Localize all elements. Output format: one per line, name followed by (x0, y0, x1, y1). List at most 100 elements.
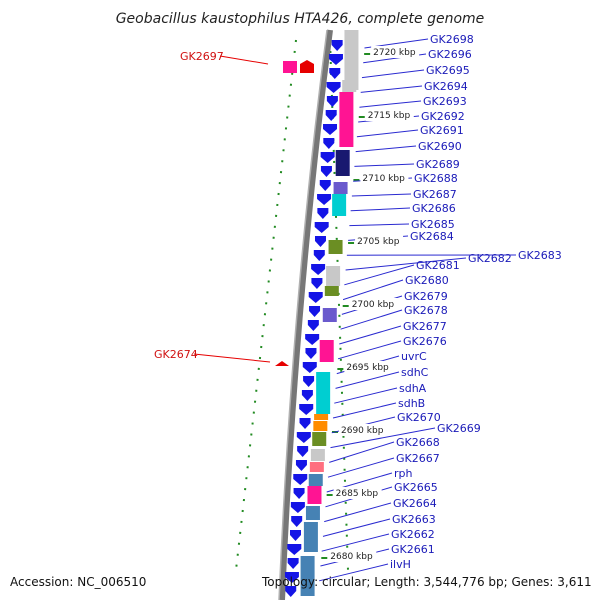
gene-label[interactable]: sdhC (401, 366, 429, 379)
cog-color-block (314, 414, 329, 420)
reverse-gene-arrow (300, 60, 314, 73)
gene-label[interactable]: GK2663 (392, 513, 436, 526)
gene-label[interactable]: GK2683 (518, 249, 562, 262)
cog-color-block (324, 286, 339, 296)
gene-label[interactable]: GK2696 (428, 48, 472, 61)
gene-label[interactable]: GK2680 (405, 274, 449, 287)
gene-label-reverse[interactable]: GK2674 (154, 348, 198, 361)
gene-leader-line (329, 441, 395, 463)
gene-label[interactable]: GK2682 (468, 252, 512, 265)
gene-label[interactable]: GK2691 (420, 124, 464, 137)
forward-gene-arrow (290, 502, 305, 513)
forward-gene-arrow (293, 488, 305, 499)
forward-gene-arrow (296, 432, 311, 443)
cog-color-block (312, 432, 327, 446)
gene-leader-line (350, 207, 411, 212)
gene-leader-line (319, 563, 389, 582)
gene-label[interactable]: GK2678 (404, 304, 448, 317)
forward-gene-arrow (303, 376, 315, 387)
gene-leader-line (361, 69, 425, 79)
cog-color-block (333, 182, 348, 194)
forward-gene-arrow (317, 208, 329, 219)
forward-gene-arrow (314, 222, 329, 233)
gene-leader-line (219, 55, 269, 65)
kbp-label: 2680 kbp (330, 552, 373, 562)
gene-label[interactable]: GK2667 (396, 452, 440, 465)
forward-gene-arrow (320, 152, 335, 163)
gene-label[interactable]: GK2690 (418, 140, 462, 153)
gene-leader-line (321, 533, 390, 552)
gene-label[interactable]: GK2661 (391, 543, 435, 556)
gene-label[interactable]: GK2689 (416, 158, 460, 171)
gene-label-reverse[interactable]: GK2697 (180, 50, 224, 63)
gene-leader-line (327, 457, 395, 478)
gene-leader-line (359, 100, 422, 108)
gene-label[interactable]: GK2665 (394, 481, 438, 494)
gene-leader-line (334, 387, 398, 404)
gene-label[interactable]: uvrC (401, 350, 427, 363)
gene-leader-line (360, 85, 423, 93)
gene-label[interactable]: GK2664 (393, 497, 437, 510)
kbp-label-background (355, 235, 404, 247)
gene-leader-line (356, 129, 419, 138)
gene-label[interactable]: GK2693 (423, 95, 467, 108)
gene-label[interactable]: GK2694 (424, 80, 468, 93)
gene-label[interactable]: GK2684 (410, 230, 454, 243)
gene-label[interactable]: sdhB (398, 397, 425, 410)
cog-color-block (344, 30, 359, 90)
gene-label[interactable]: GK2670 (397, 411, 441, 424)
gene-label[interactable]: sdhA (399, 382, 427, 395)
forward-gene-arrow (297, 446, 309, 457)
gene-label[interactable]: ilvH (390, 558, 411, 571)
gene-label[interactable]: GK2669 (437, 422, 481, 435)
kbp-label-background (344, 361, 393, 373)
gene-label[interactable]: GK2681 (416, 259, 460, 272)
forward-gene-arrow (314, 236, 326, 247)
gene-label[interactable]: GK2698 (430, 33, 474, 46)
forward-gene-arrow (326, 96, 338, 107)
forward-gene-arrow (293, 474, 308, 485)
gene-leader-line (345, 257, 467, 271)
gene-label[interactable]: GK2695 (426, 64, 470, 77)
kbp-label: 2700 kbp (352, 300, 395, 310)
forward-gene-arrow (325, 110, 337, 121)
forward-gene-arrow (320, 166, 332, 177)
gene-leader-line (355, 145, 417, 153)
kbp-label: 2685 kbp (336, 489, 379, 499)
gene-label[interactable]: GK2687 (413, 188, 457, 201)
forward-gene-arrow (290, 530, 301, 541)
gene-label[interactable]: GK2677 (403, 320, 447, 333)
cog-color-block (342, 80, 357, 92)
cog-color-block (300, 556, 315, 596)
gene-label[interactable]: GK2662 (391, 528, 435, 541)
gene-leader-line (351, 193, 412, 197)
gene-leader-line (344, 264, 415, 286)
gene-leader-line (322, 518, 391, 537)
gene-label[interactable]: GK2692 (421, 110, 465, 123)
gene-label[interactable]: GK2686 (412, 202, 456, 215)
cog-color-block (303, 522, 318, 552)
gene-leader-line (330, 427, 436, 449)
gene-label[interactable]: GK2668 (396, 436, 440, 449)
gene-label[interactable]: GK2685 (411, 218, 455, 231)
cog-color-block (307, 486, 322, 504)
gene-leader-line (354, 163, 415, 167)
forward-gene-arrow (326, 82, 341, 93)
gene-label[interactable]: GK2676 (403, 335, 447, 348)
gene-label[interactable]: GK2679 (404, 290, 448, 303)
gene-label[interactable]: GK2688 (414, 172, 458, 185)
gene-leader-line (340, 309, 403, 330)
outer-scale-dots (235, 39, 297, 571)
gene-label[interactable]: rph (394, 467, 413, 480)
accession-text: Accession: NC_006510 (10, 575, 147, 589)
kbp-label-background (349, 298, 398, 310)
cog-color-block (305, 506, 320, 520)
forward-gene-arrow (291, 516, 303, 527)
cog-color-block (339, 92, 354, 147)
backbone-highlight (278, 29, 328, 600)
forward-gene-arrow (309, 306, 321, 317)
reverse-gene-arrow (275, 361, 289, 366)
gene-leader-line (349, 223, 410, 227)
kbp-label: 2720 kbp (373, 48, 416, 58)
